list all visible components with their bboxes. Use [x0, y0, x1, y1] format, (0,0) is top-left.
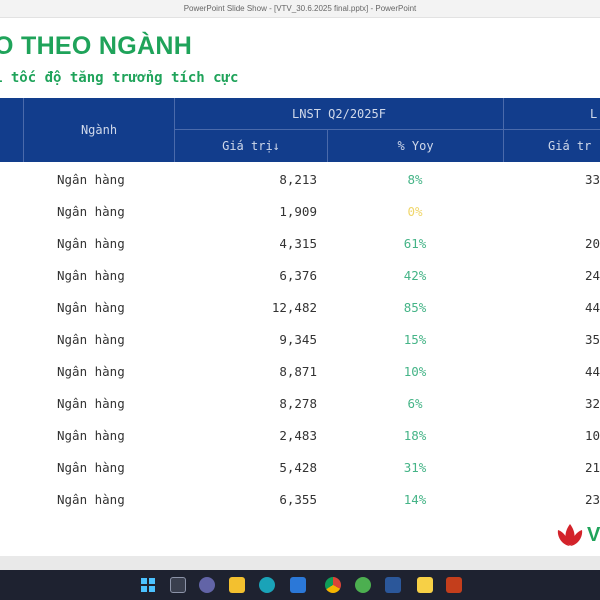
- cell-sector: Ngân hàng: [57, 268, 125, 283]
- cell-next-value: 24: [585, 268, 600, 283]
- task-view-icon[interactable]: [170, 577, 186, 593]
- cell-value: 6,355: [279, 492, 317, 507]
- cell-yoy: 31%: [403, 460, 427, 475]
- chrome-icon[interactable]: [325, 577, 341, 593]
- cell-sector: Ngân hàng: [57, 396, 125, 411]
- cell-yoy: 61%: [403, 236, 427, 251]
- cell-next-value: 44: [585, 300, 600, 315]
- cell-sector: Ngân hàng: [57, 428, 125, 443]
- cell-value: 6,376: [279, 268, 317, 283]
- header-divider: [174, 98, 175, 162]
- column-header-value-next[interactable]: Giá tr: [548, 139, 592, 153]
- window-titlebar: PowerPoint Slide Show - [VTV_30.6.2025 f…: [0, 0, 600, 18]
- cell-yoy: 18%: [403, 428, 427, 443]
- table-body: Ngân hàng 8,213 8% 33 Ngân hàng 1,909 0% Ngân h…: [0, 164, 600, 516]
- word-icon[interactable]: [385, 577, 401, 593]
- header-divider: [175, 129, 600, 130]
- green-app-icon[interactable]: [355, 577, 371, 593]
- cell-sector: Ngân hàng: [57, 204, 125, 219]
- cell-sector: Ngân hàng: [57, 332, 125, 347]
- table-row: Ngân hàng 5,428 31% 21: [0, 452, 600, 484]
- table-row: Ngân hàng 2,483 18% 10: [0, 420, 600, 452]
- slide-bottom-gap: [0, 556, 600, 570]
- cell-yoy: 6%: [407, 396, 423, 411]
- slide-subtitle: i tốc độ tăng trưởng tích cực: [0, 70, 239, 86]
- header-divider: [327, 130, 328, 162]
- edge-icon[interactable]: [259, 577, 275, 593]
- cell-yoy: 8%: [407, 172, 423, 187]
- window-title: PowerPoint Slide Show - [VTV_30.6.2025 f…: [183, 4, 417, 13]
- cell-sector: Ngân hàng: [57, 236, 125, 251]
- table-header: Ngành LNST Q2/2025F L Giá trị↓ % Yoy Giá…: [0, 98, 600, 162]
- cell-next-value: 10: [585, 428, 600, 443]
- windows-start-icon[interactable]: [140, 577, 156, 593]
- column-header-value[interactable]: Giá trị↓: [222, 139, 280, 153]
- cell-yoy: 85%: [403, 300, 427, 315]
- cell-yoy: 14%: [403, 492, 427, 507]
- table-row: Ngân hàng 6,355 14% 23: [0, 484, 600, 516]
- cell-sector: Ngân hàng: [57, 460, 125, 475]
- cell-value: 12,482: [271, 300, 317, 315]
- cell-sector: Ngân hàng: [57, 492, 125, 507]
- cell-value: 8,278: [279, 396, 317, 411]
- cell-value: 8,871: [279, 364, 317, 379]
- cell-next-value: 21: [585, 460, 600, 475]
- cell-value: 4,315: [279, 236, 317, 251]
- column-group-lnst-q2: LNST Q2/2025F: [292, 106, 386, 121]
- store-icon[interactable]: [290, 577, 306, 593]
- column-group-next: L: [590, 106, 598, 121]
- powerpoint-icon[interactable]: [446, 577, 462, 593]
- table-row: Ngân hàng 9,345 15% 35: [0, 324, 600, 356]
- cell-next-value: 20: [585, 236, 600, 251]
- cell-next-value: 32: [585, 396, 600, 411]
- cell-sector: Ngân hàng: [57, 364, 125, 379]
- cell-next-value: 23: [585, 492, 600, 507]
- sticky-notes-icon[interactable]: [417, 577, 433, 593]
- table-row: Ngân hàng 8,278 6% 32: [0, 388, 600, 420]
- cell-value: 2,483: [279, 428, 317, 443]
- table-row: Ngân hàng 1,909 0%: [0, 196, 600, 228]
- cell-value: 8,213: [279, 172, 317, 187]
- cell-yoy: 15%: [403, 332, 427, 347]
- cell-sector: Ngân hàng: [57, 300, 125, 315]
- table-row: Ngân hàng 12,482 85% 44: [0, 292, 600, 324]
- cell-value: 5,428: [279, 460, 317, 475]
- table-row: Ngân hàng 6,376 42% 24: [0, 260, 600, 292]
- header-divider: [23, 98, 24, 162]
- cell-next-value: 35: [585, 332, 600, 347]
- cell-yoy: 10%: [403, 364, 427, 379]
- column-header-yoy[interactable]: % Yoy: [397, 139, 434, 153]
- lotus-logo-icon: [557, 524, 583, 546]
- teams-icon[interactable]: [199, 577, 215, 593]
- header-divider: [503, 98, 504, 162]
- slide-title: O THEO NGÀNH: [0, 32, 193, 60]
- windows-taskbar: [0, 570, 600, 600]
- cell-value: 9,345: [279, 332, 317, 347]
- cell-sector: Ngân hàng: [57, 172, 125, 187]
- cell-value: 1,909: [279, 204, 317, 219]
- table-row: Ngân hàng 4,315 61% 20: [0, 228, 600, 260]
- cell-yoy: 42%: [403, 268, 427, 283]
- cell-next-value: 33: [585, 172, 600, 187]
- company-logo: V: [555, 520, 600, 550]
- column-header-sector: Ngành: [80, 123, 118, 137]
- cell-next-value: 44: [585, 364, 600, 379]
- file-explorer-icon[interactable]: [229, 577, 245, 593]
- table-row: Ngân hàng 8,213 8% 33: [0, 164, 600, 196]
- cell-yoy: 0%: [407, 204, 423, 219]
- logo-letter: V: [587, 524, 600, 546]
- table-row: Ngân hàng 8,871 10% 44: [0, 356, 600, 388]
